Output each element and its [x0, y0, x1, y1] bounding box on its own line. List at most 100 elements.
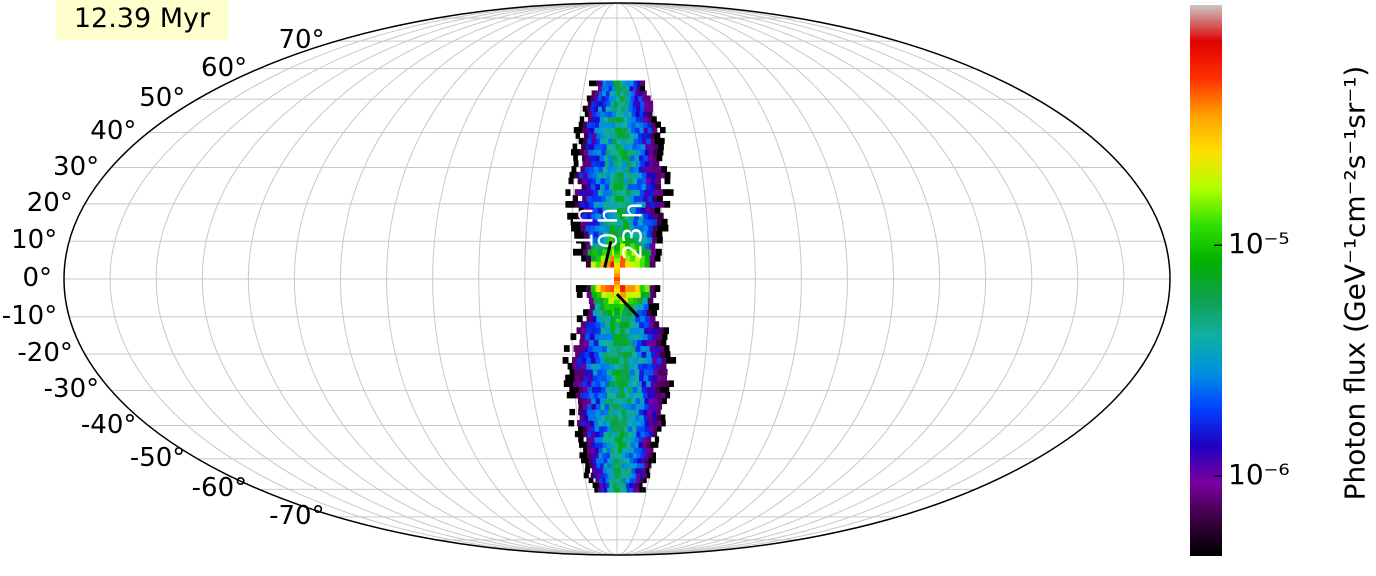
flux-pixel: [606, 100, 611, 107]
flux-pixel: [621, 248, 628, 256]
flux-pixel: [583, 374, 590, 382]
flux-pixel: [587, 447, 593, 453]
flux-pixel: [656, 166, 663, 173]
flux-pixel: [591, 137, 597, 145]
flux-pixel: [615, 477, 621, 484]
flux-pixel: [594, 472, 599, 479]
flux-pixel: [574, 374, 581, 382]
flux-pixel: [596, 462, 602, 469]
flux-pixel: [647, 357, 653, 364]
flux-pixel: [615, 85, 620, 92]
flux-pixel: [607, 391, 613, 399]
flux-pixel: [666, 357, 672, 364]
flux-pixel: [638, 391, 644, 399]
flux-pixel: [574, 201, 581, 208]
flux-pixel: [613, 160, 619, 167]
flux-pixel: [614, 277, 620, 281]
flux-pixel: [605, 380, 611, 387]
flux-pixel: [625, 260, 631, 268]
flux-pixel: [646, 380, 652, 387]
flux-pixel: [656, 154, 663, 162]
flux-pixel: [601, 315, 607, 323]
meridian-line: [616, 2, 987, 556]
flux-pixel: [639, 127, 645, 134]
flux-pixel: [639, 403, 645, 410]
flux-pixel: [654, 345, 660, 352]
flux-pixel: [645, 143, 651, 150]
flux-pixel: [629, 447, 635, 453]
flux-pixel: [606, 127, 612, 134]
flux-pixel: [652, 431, 658, 438]
flux-pixel: [609, 224, 616, 232]
flux-pixel: [633, 487, 637, 493]
flux-pixel: [644, 254, 651, 262]
flux-pixel: [595, 254, 602, 262]
flux-pixel: [589, 303, 596, 310]
flux-pixel: [633, 477, 637, 484]
flux-pixel: [648, 414, 653, 421]
flux-pixel: [664, 201, 671, 208]
flux-pixel: [588, 414, 594, 421]
flux-pixel: [623, 116, 629, 123]
meridian-line: [616, 2, 895, 556]
flux-pixel: [616, 487, 621, 493]
flux-pixel: [627, 339, 633, 346]
flux-pixel: [597, 374, 603, 382]
flux-pixel: [610, 195, 616, 202]
flux-pixel: [627, 351, 633, 358]
flux-pixel: [651, 230, 658, 238]
flux-pixel: [621, 100, 627, 107]
flux-pixel: [648, 212, 655, 220]
flux-pixel: [594, 425, 600, 432]
flux-pixel: [616, 368, 622, 376]
flux-pixel: [582, 408, 588, 416]
flux-pixel: [635, 127, 641, 134]
flux-pixel: [617, 100, 623, 107]
flux-pixel: [588, 368, 594, 376]
flux-pixel: [587, 452, 593, 459]
flux-pixel: [659, 345, 665, 352]
flux-pixel: [591, 242, 597, 250]
flux-pixel: [584, 236, 590, 244]
flux-pixel: [593, 166, 599, 173]
flux-pixel: [600, 132, 606, 139]
flux-pixel: [654, 206, 661, 214]
flux-pixel: [584, 339, 590, 346]
flux-pixel: [664, 177, 671, 185]
flux-pixel: [646, 177, 652, 185]
flux-pixel: [615, 420, 620, 427]
flux-pixel: [602, 467, 608, 474]
flux-pixel: [626, 441, 632, 448]
flux-pixel: [635, 260, 641, 268]
flux-pixel: [623, 380, 629, 387]
flux-pixel: [591, 403, 597, 410]
flux-pixel: [604, 160, 610, 167]
flux-pixel: [644, 149, 651, 156]
flux-pixel: [646, 436, 652, 443]
flux-pixel: [579, 441, 585, 448]
flux-pixel: [611, 166, 618, 173]
flux-pixel: [585, 420, 591, 427]
flux-pixel: [614, 246, 620, 251]
flux-pixel: [635, 291, 642, 298]
flux-pixel: [620, 467, 625, 474]
flux-pixel: [604, 403, 610, 410]
flux-pixel: [634, 327, 641, 335]
flux-pixel: [591, 212, 597, 220]
flux-pixel: [579, 189, 585, 196]
flux-pixel: [595, 408, 601, 416]
flux-pixel: [600, 111, 605, 118]
flux-pixel: [579, 452, 585, 459]
flux-pixel: [590, 224, 596, 232]
flux-pixel: [662, 397, 667, 405]
flux-pixel: [619, 80, 625, 87]
colorbar-gradient: [1190, 5, 1222, 556]
flux-pixel: [619, 482, 624, 488]
flux-pixel: [650, 132, 656, 139]
flux-pixel: [632, 482, 637, 488]
flux-pixel: [580, 166, 586, 173]
flux-pixel: [614, 321, 621, 329]
flux-pixel: [586, 195, 593, 202]
flux-pixel: [613, 105, 618, 112]
flux-pixel: [603, 339, 609, 346]
